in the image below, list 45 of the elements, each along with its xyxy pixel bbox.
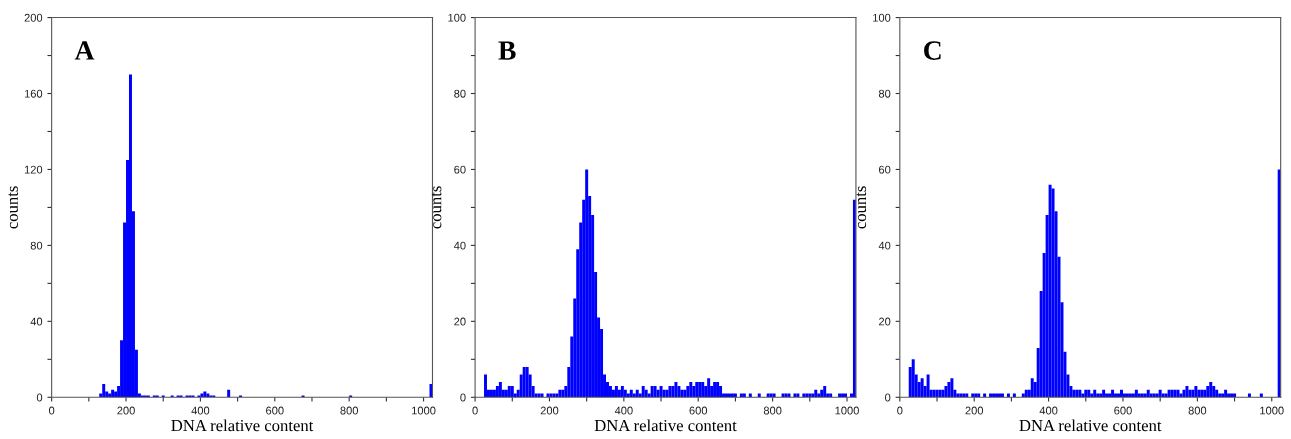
x-tick-label: 600: [689, 406, 708, 415]
x-tick-label: 400: [191, 406, 210, 415]
y-tick-label: 80: [454, 89, 466, 98]
y-axis-title: counts: [431, 186, 442, 229]
y-tick-label: 80: [30, 241, 43, 250]
x-tick-label: 0: [48, 406, 55, 415]
x-tick-label: 0: [897, 406, 903, 415]
y-tick-label: 60: [454, 165, 466, 174]
y-tick-label: 40: [453, 241, 466, 250]
y-tick-label: 160: [24, 89, 43, 98]
x-tick-label: 200: [117, 406, 135, 415]
x-tick-label: 1000: [1260, 406, 1284, 415]
x-tick-label: 400: [614, 406, 633, 415]
x-tick-label: 400: [1039, 406, 1058, 415]
y-tick-label: 20: [879, 317, 891, 326]
y-tick-label: 80: [878, 89, 891, 98]
x-axis-title: DNA relative content: [1019, 419, 1162, 432]
y-tick-label: 20: [454, 317, 466, 326]
x-tick-label: 1000: [835, 406, 859, 415]
x-tick-label: 800: [340, 406, 359, 415]
x-tick-label: 1000: [412, 406, 436, 415]
y-axis-title: counts: [856, 186, 867, 229]
y-tick-label: 0: [36, 393, 43, 402]
y-tick-label: 40: [878, 241, 891, 250]
x-axis-title: DNA relative content: [171, 419, 314, 432]
y-tick-label: 200: [24, 13, 43, 22]
y-tick-label: 100: [448, 13, 466, 22]
x-tick-label: 800: [1188, 406, 1207, 415]
x-tick-label: 600: [1114, 406, 1132, 415]
y-tick-label: 60: [879, 165, 891, 174]
y-tick-label: 0: [460, 393, 466, 402]
y-tick-label: 100: [873, 13, 891, 22]
text: B: [498, 41, 516, 60]
text: C: [924, 41, 941, 60]
y-axis-title: counts: [8, 186, 18, 229]
x-tick-label: 200: [965, 406, 984, 415]
text: A: [74, 41, 95, 60]
y-tick-label: 40: [30, 317, 43, 326]
x-tick-label: 600: [266, 406, 284, 415]
x-axis-title: DNA relative content: [594, 419, 737, 432]
x-tick-label: 200: [540, 406, 559, 415]
y-tick-label: 120: [24, 165, 43, 174]
x-tick-label: 0: [472, 406, 478, 415]
x-tick-label: 800: [763, 406, 782, 415]
y-tick-label: 0: [885, 393, 891, 402]
